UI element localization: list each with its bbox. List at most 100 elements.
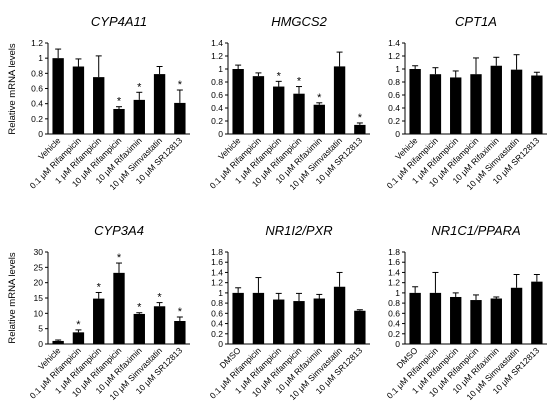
significance-star: * [117,96,122,108]
y-tick-label: 1 [395,64,400,74]
y-tick-label: 0.6 [388,90,400,100]
y-tick-label: 0 [218,339,223,349]
y-tick-label: 1.2 [388,278,400,288]
significance-star: * [137,81,142,93]
y-tick-label: 5 [38,324,43,334]
y-tick-label: 20 [34,278,44,288]
y-tick-label: 0.6 [211,90,223,100]
bar [490,298,502,344]
significance-star: * [358,112,363,124]
bar [510,69,523,134]
bar [273,299,285,344]
bar [153,306,166,344]
y-tick-label: 0.6 [31,84,43,94]
y-tick-label: 1.2 [211,278,223,288]
y-tick-label: 1.6 [211,257,223,267]
y-tick-label: 1.8 [211,247,223,257]
significance-star: * [317,92,322,104]
bar [293,93,305,134]
significance-star: * [178,79,183,91]
y-tick-label: 0.8 [31,68,43,78]
y-tick-label: 1 [38,53,43,63]
bar [313,298,325,344]
y-tick-label: 1 [218,288,223,298]
y-tick-label: 1.4 [388,267,400,277]
y-tick-label: 1.8 [388,247,400,257]
bar [429,292,442,344]
y-tick-label: 1.4 [211,267,223,277]
significance-star: * [297,76,302,88]
y-tick-label: 25 [34,262,44,272]
bar [72,66,85,134]
y-tick-label: 0 [395,339,400,349]
bar [490,65,502,134]
bar [133,313,145,344]
bar [93,298,105,344]
y-tick-label: 0.4 [31,99,43,109]
bar [333,286,346,344]
y-tick-label: 0.4 [388,103,400,113]
bar [450,77,462,134]
bar [313,104,325,134]
bar [113,108,125,134]
bar [174,321,186,344]
bar [113,272,125,344]
bar [354,124,366,134]
y-tick-label: 0.2 [388,116,400,126]
bar [232,69,244,134]
y-tick-label: 0.8 [388,298,400,308]
bar [252,76,265,134]
y-tick-label: 1.2 [388,51,400,61]
bar [293,301,305,344]
chart-title: CPT1A [455,14,497,29]
chart-title: HMGCS2 [271,14,327,29]
bar [133,99,145,134]
bar [153,74,166,134]
bar [52,340,64,344]
y-tick-label: 1.4 [388,38,400,48]
y-tick-label: 1.4 [211,38,223,48]
significance-star: * [97,281,102,293]
y-tick-label: 0.4 [388,319,400,329]
y-tick-label: 0 [38,129,43,139]
y-tick-label: 0.8 [211,298,223,308]
y-tick-label: 1.2 [31,38,43,48]
y-tick-label: 0.2 [211,116,223,126]
bar [429,74,442,134]
y-tick-label: 1 [218,64,223,74]
bar [510,287,523,344]
significance-star: * [137,302,142,314]
y-tick-label: 0 [218,129,223,139]
bar [354,310,366,344]
bar [93,77,105,134]
y-axis-label: Relative mRNA levels [7,43,18,135]
bar [409,292,421,344]
y-tick-label: 0.6 [211,308,223,318]
y-tick-label: 1.6 [388,257,400,267]
y-axis-label: Relative mRNA levels [7,252,18,344]
y-tick-label: 30 [34,247,44,257]
bar [333,66,346,134]
bar [409,69,421,134]
y-tick-label: 0.2 [388,329,400,339]
chart-title: CYP3A4 [94,223,144,238]
y-tick-label: 1 [395,288,400,298]
y-tick-label: 15 [34,293,44,303]
bar [470,74,482,134]
bar [232,292,244,344]
y-tick-label: 0.4 [211,103,223,113]
y-tick-label: 0.2 [211,329,223,339]
significance-star: * [76,319,81,331]
bar [72,332,85,344]
bar [52,58,64,134]
y-tick-label: 0.8 [211,77,223,87]
significance-star: * [178,306,183,318]
y-tick-label: 1.2 [211,51,223,61]
bar [174,102,186,134]
bar [470,300,482,344]
chart-title: CYP4A11 [91,14,147,29]
bar [450,296,462,344]
significance-star: * [157,292,162,304]
y-tick-label: 0 [38,339,43,349]
bar [273,86,285,134]
